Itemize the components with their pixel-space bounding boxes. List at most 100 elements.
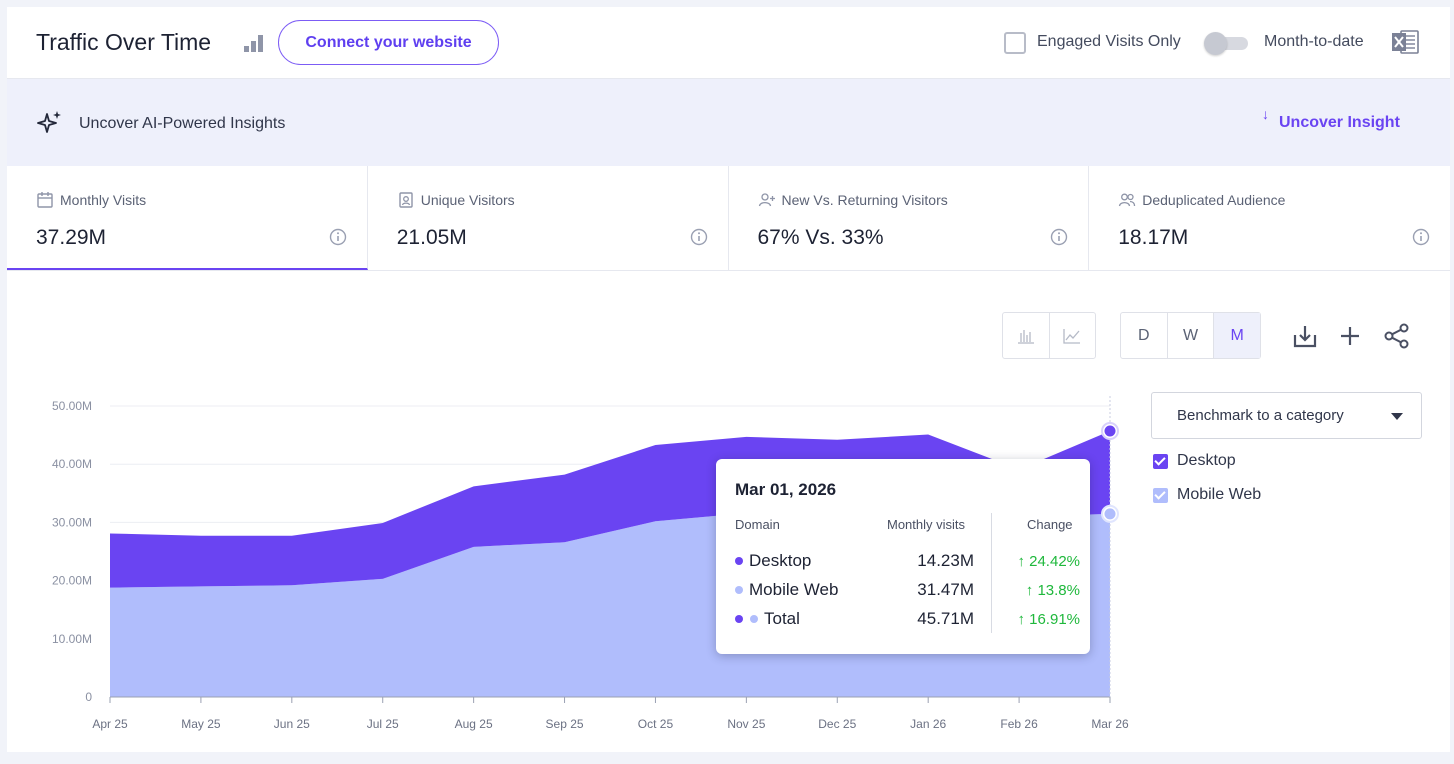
sparkle-icon [37, 111, 61, 133]
y-tick-label: 50.00M [52, 399, 92, 413]
download-icon[interactable] [1292, 323, 1318, 349]
series-dot-icon [735, 586, 743, 594]
legend-label: Mobile Web [1177, 486, 1262, 503]
calendar-icon [37, 192, 53, 208]
plus-icon[interactable] [1337, 323, 1363, 349]
metric-tab-deduplicated-audience[interactable]: Deduplicated Audience 18.17M [1089, 166, 1450, 270]
card-header: Traffic Over Time Connect your website E… [7, 7, 1450, 79]
users-icon [1119, 193, 1136, 207]
tooltip-row-mobile-web: Mobile Web 31.47M ↑ 13.8% [735, 580, 1080, 602]
granularity-weekly-button[interactable]: W [1168, 313, 1215, 358]
metric-tab-unique-visitors[interactable]: Unique Visitors 21.05M [368, 166, 729, 270]
arrow-up-icon: ↑ [1017, 553, 1030, 570]
ai-insights-label: Uncover AI-Powered Insights [79, 115, 286, 132]
row-change: 16.91% [1029, 611, 1080, 628]
legend-checkbox-icon[interactable] [1153, 453, 1168, 469]
granularity-switch: D W M [1120, 312, 1261, 359]
series-dot-icon [750, 615, 758, 623]
uncover-insight-button[interactable]: ↓ Uncover Insight [1262, 106, 1400, 132]
row-name: Mobile Web [749, 580, 839, 599]
tooltip-row-total: Total 45.71M ↑ 16.91% [735, 609, 1080, 631]
tooltip-row-desktop: Desktop 14.23M ↑ 24.42% [735, 551, 1080, 573]
x-tick-label: Dec 25 [818, 717, 856, 731]
legend-item-desktop[interactable]: Desktop [1153, 452, 1236, 470]
row-change: 13.8% [1037, 582, 1080, 599]
x-tick-label: Nov 25 [727, 717, 765, 731]
arrow-down-icon: ↓ [1262, 106, 1269, 122]
y-tick-label: 30.00M [52, 515, 92, 529]
granularity-daily-button[interactable]: D [1121, 313, 1168, 358]
info-icon[interactable] [329, 228, 347, 246]
benchmark-dropdown[interactable]: Benchmark to a category [1151, 392, 1422, 439]
series-dot-icon [735, 615, 743, 623]
metric-label: Unique Visitors [420, 192, 515, 208]
benchmark-label: Benchmark to a category [1177, 407, 1344, 424]
info-icon[interactable] [1412, 228, 1430, 246]
row-name: Desktop [749, 551, 812, 570]
row-change: 24.42% [1029, 553, 1080, 570]
row-value: 14.23M [917, 551, 974, 570]
metric-tab-monthly-visits[interactable]: Monthly Visits 37.29M [7, 166, 368, 270]
point-marker-mobile-web [1104, 508, 1116, 520]
caret-down-icon [1391, 413, 1403, 420]
point-marker-desktop [1104, 425, 1116, 437]
tooltip-divider [991, 513, 992, 633]
arrow-up-icon: ↑ [1017, 611, 1030, 628]
month-to-date-toggle[interactable] [1204, 32, 1250, 55]
page-title: Traffic Over Time [36, 29, 212, 55]
x-tick-label: Apr 25 [92, 717, 128, 731]
y-tick-label: 10.00M [52, 632, 92, 646]
uncover-insight-label: Uncover Insight [1279, 114, 1400, 131]
chart-tooltip: Mar 01, 2026 Domain Monthly visits Chang… [716, 459, 1090, 654]
share-icon[interactable] [1384, 323, 1410, 349]
y-tick-label: 20.00M [52, 574, 92, 588]
excel-export-icon[interactable] [1391, 29, 1419, 55]
chart-markers [1101, 396, 1119, 697]
tooltip-date: Mar 01, 2026 [735, 480, 837, 499]
series-dot-icon [735, 557, 743, 565]
x-tick-label: May 25 [181, 717, 221, 731]
rank-bars-icon [244, 35, 263, 52]
line-chart-icon [1063, 328, 1081, 344]
y-tick-label: 0 [85, 690, 92, 704]
metric-label: Monthly Visits [60, 192, 147, 208]
x-tick-label: Aug 25 [455, 717, 493, 731]
metric-value: 21.05M [396, 226, 467, 249]
traffic-card: Traffic Over Time Connect your website E… [7, 7, 1450, 752]
x-tick-label: Sep 25 [546, 717, 584, 731]
info-icon[interactable] [690, 228, 708, 246]
metric-label: New Vs. Returning Visitors [781, 192, 948, 208]
bar-chart-button[interactable] [1003, 313, 1050, 358]
x-tick-label: Jul 25 [367, 717, 399, 731]
engaged-visits-checkbox[interactable] [1004, 32, 1026, 54]
person-card-icon [399, 192, 413, 208]
x-tick-label: Oct 25 [638, 717, 674, 731]
x-tick-label: Jun 25 [274, 717, 310, 731]
x-tick-label: Jan 26 [910, 717, 946, 731]
x-tick-label: Feb 26 [1000, 717, 1038, 731]
connect-website-button[interactable]: Connect your website [278, 20, 499, 65]
granularity-monthly-button[interactable]: M [1214, 313, 1261, 358]
row-name: Total [764, 609, 800, 628]
legend-checkbox-icon[interactable] [1153, 487, 1168, 503]
ai-insights-banner: Uncover AI-Powered Insights ↓ Uncover In… [7, 79, 1450, 166]
metrics-row: Monthly Visits 37.29M Unique Visitors 21… [7, 166, 1450, 271]
metric-value: 37.29M [36, 226, 107, 249]
metric-value: 18.17M [1118, 226, 1189, 249]
metric-tab-new-vs-returning[interactable]: New Vs. Returning Visitors 67% Vs. 33% [729, 166, 1090, 270]
info-icon[interactable] [1050, 228, 1068, 246]
chart-type-switch [1002, 312, 1096, 359]
user-plus-icon [758, 193, 775, 207]
line-chart-button[interactable] [1050, 313, 1096, 358]
metric-label: Deduplicated Audience [1142, 192, 1286, 208]
legend-label: Desktop [1177, 452, 1236, 469]
tooltip-col-domain: Domain [735, 517, 780, 532]
tooltip-col-change: Change [1027, 517, 1073, 532]
y-tick-label: 40.00M [52, 457, 92, 471]
legend-item-mobile-web[interactable]: Mobile Web [1153, 486, 1261, 504]
row-value: 45.71M [917, 609, 974, 628]
chart-axis: 0 10.00M 20.00M 30.00M 40.00M 50.00M Apr 25 May… [52, 399, 1129, 731]
toggle-knob [1204, 32, 1227, 55]
engaged-visits-label: Engaged Visits Only [1037, 33, 1181, 50]
x-tick-label: Mar 26 [1091, 717, 1129, 731]
